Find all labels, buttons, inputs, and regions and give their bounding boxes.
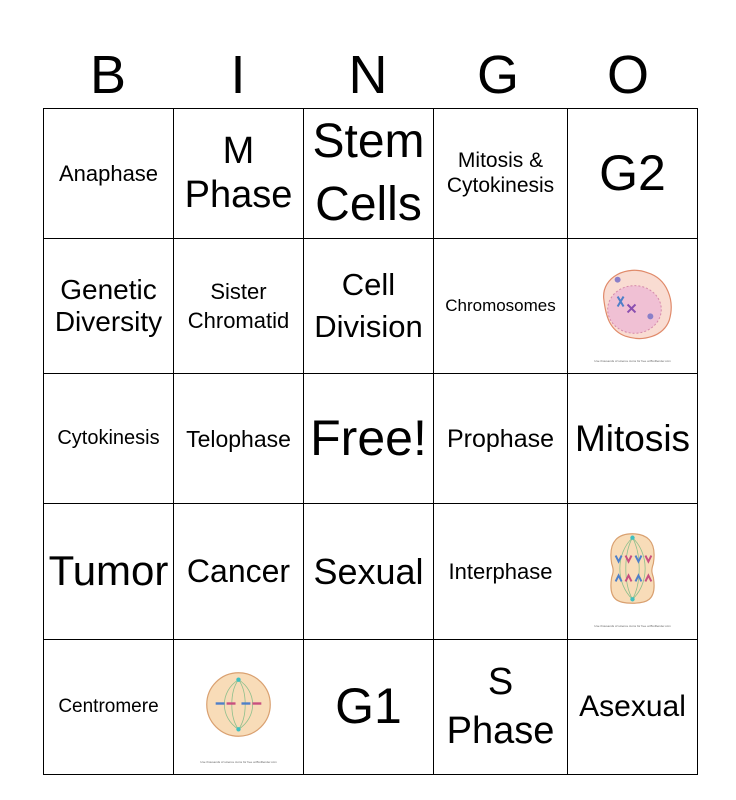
header-letter-i: I [230, 45, 246, 105]
bingo-cell[interactable]: Genetic Diversity [43, 237, 174, 375]
bingo-cell-image[interactable]: Use thousands of science icons for free … [567, 503, 698, 640]
bingo-cell[interactable]: Centromere [43, 638, 174, 776]
bingo-cell-image[interactable]: Use thousands of science icons for free … [173, 638, 304, 776]
header-letter-n: N [348, 45, 388, 105]
bingo-cell[interactable]: Anaphase [43, 108, 174, 239]
bingo-cell[interactable]: Free! [303, 373, 434, 505]
bingo-board: Anaphase M Phase Stem Cells Mitosis & Cy… [43, 108, 698, 776]
bingo-cell[interactable]: Tumor [43, 503, 174, 640]
bingo-cell[interactable]: Sexual [303, 503, 434, 640]
bingo-cell[interactable]: Prophase [433, 373, 568, 505]
bingo-cell[interactable]: Sister Chromatid [173, 237, 304, 375]
bingo-cell[interactable]: Telophase [173, 373, 304, 505]
bingo-cell[interactable]: Asexual [567, 638, 698, 776]
header-letter-b: B [89, 45, 127, 105]
header-letter-g: G [476, 45, 519, 105]
bingo-cell[interactable]: Stem Cells [303, 108, 434, 239]
metaphase-cell-icon: Use thousands of science icons for free … [200, 671, 277, 764]
bingo-cell[interactable]: G1 [303, 638, 434, 776]
bingo-header: B I N G O [43, 42, 693, 108]
svg-text:Use thousands of science icons: Use thousands of science icons for free … [200, 760, 277, 764]
anaphase-cell-icon: Use thousands of science icons for free … [594, 533, 671, 628]
bingo-cell[interactable]: G2 [567, 108, 698, 239]
bingo-cell[interactable]: S Phase [433, 638, 568, 776]
bingo-cell[interactable]: Cytokinesis [43, 373, 174, 505]
bingo-cell[interactable]: Mitosis & Cytokinesis [433, 108, 568, 239]
bingo-cell[interactable]: Chromosomes [433, 237, 568, 375]
bingo-cell[interactable]: Cancer [173, 503, 304, 640]
prophase-cell-icon: Use thousands of science icons for free … [594, 269, 672, 363]
bingo-cell[interactable]: Cell Division [303, 237, 434, 375]
svg-text:Use thousands of science icons: Use thousands of science icons for free … [594, 359, 671, 363]
bingo-cell[interactable]: Mitosis [567, 373, 698, 505]
bingo-cell[interactable]: Interphase [433, 503, 568, 640]
bingo-cell-image[interactable]: Use thousands of science icons for free … [567, 237, 698, 375]
header-letter-o: O [606, 45, 649, 105]
bingo-cell[interactable]: M Phase [173, 108, 304, 239]
svg-text:Use thousands of science icons: Use thousands of science icons for free … [594, 624, 671, 628]
